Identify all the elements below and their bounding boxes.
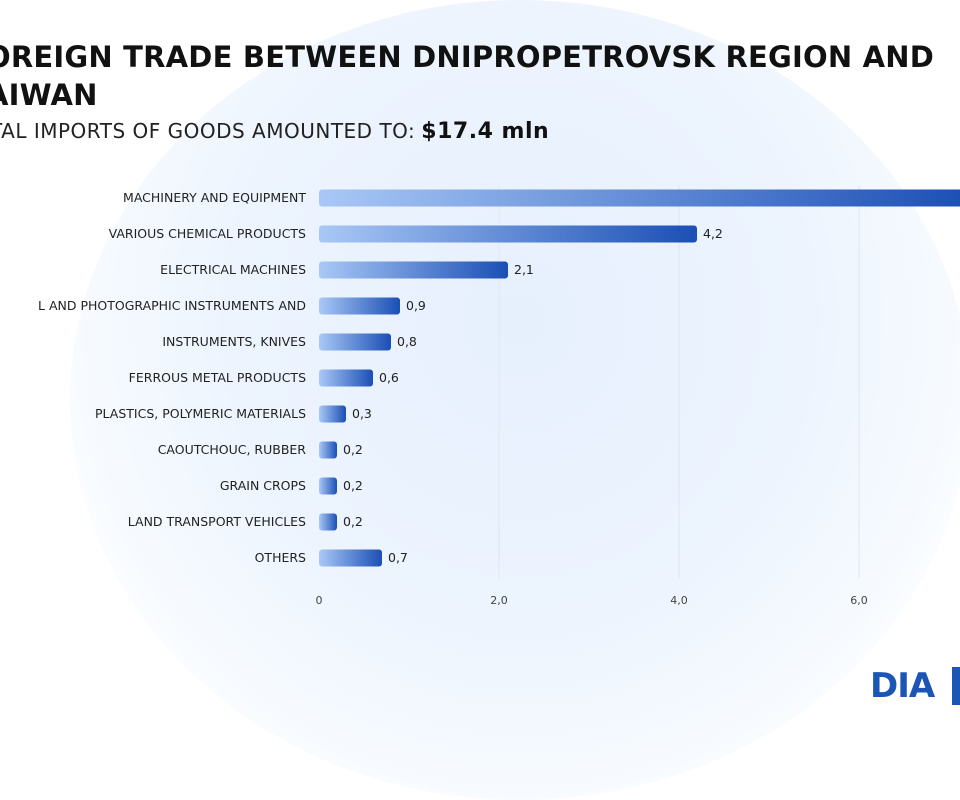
- category-label: INSTRUMENTS, KNIVES: [162, 334, 306, 349]
- x-tick-label: 0: [316, 594, 323, 607]
- category-label: LAND TRANSPORT VEHICLES: [128, 514, 306, 529]
- subtitle-value: $17.4 mln: [421, 119, 550, 144]
- category-label: CAOUTCHOUC, RUBBER: [158, 442, 307, 457]
- bar: [319, 369, 373, 387]
- logo-mark: [952, 667, 960, 705]
- bar-chart: 0 2,0 4,0 6,0 MACHINERY AND EQUIPMENT VARIOUS…: [38, 185, 960, 607]
- value-label: 0,2: [343, 514, 363, 529]
- category-label: VARIOUS CHEMICAL PRODUCTS: [109, 226, 306, 241]
- value-label: 0,6: [379, 370, 399, 385]
- x-tick-label: 6,0: [850, 594, 868, 607]
- bar: [319, 333, 391, 351]
- category-label: OTHERS: [255, 550, 306, 565]
- bar: [319, 513, 337, 531]
- bar: [319, 405, 346, 423]
- background-circle: [70, 0, 960, 800]
- subtitle: TAL IMPORTS OF GOODS AMOUNTED TO: $17.4 m…: [0, 119, 549, 144]
- value-label: 0,9: [406, 298, 426, 313]
- bar: [319, 297, 400, 315]
- x-tick-label: 2,0: [490, 594, 508, 607]
- value-label: 2,1: [514, 262, 534, 277]
- value-label: 0,3: [352, 406, 372, 421]
- category-label: GRAIN CROPS: [220, 478, 306, 493]
- category-label: MACHINERY AND EQUIPMENT: [123, 190, 306, 205]
- value-label: 0,2: [343, 442, 363, 457]
- category-label: FERROUS METAL PRODUCTS: [129, 370, 306, 385]
- bar: [319, 189, 960, 207]
- bar: [319, 441, 337, 459]
- value-label: 0,2: [343, 478, 363, 493]
- x-tick-label: 4,0: [670, 594, 688, 607]
- subtitle-label: TAL IMPORTS OF GOODS AMOUNTED TO:: [0, 119, 416, 143]
- bar: [319, 549, 382, 567]
- category-label: L AND PHOTOGRAPHIC INSTRUMENTS AND: [38, 298, 306, 313]
- value-label: 0,8: [397, 334, 417, 349]
- dia-logo: DIA: [870, 666, 960, 706]
- bar: [319, 477, 337, 495]
- value-label: 0,7: [388, 550, 408, 565]
- bar: [319, 225, 697, 243]
- category-label: PLASTICS, POLYMERIC MATERIALS: [95, 406, 306, 421]
- logo-text: DIA: [870, 666, 935, 706]
- bar: [319, 261, 508, 279]
- category-label: ELECTRICAL MACHINES: [160, 262, 306, 277]
- value-label: 4,2: [703, 226, 723, 241]
- page-title: OREIGN TRADE BETWEEN DNIPROPETROVSK REGI…: [0, 40, 935, 112]
